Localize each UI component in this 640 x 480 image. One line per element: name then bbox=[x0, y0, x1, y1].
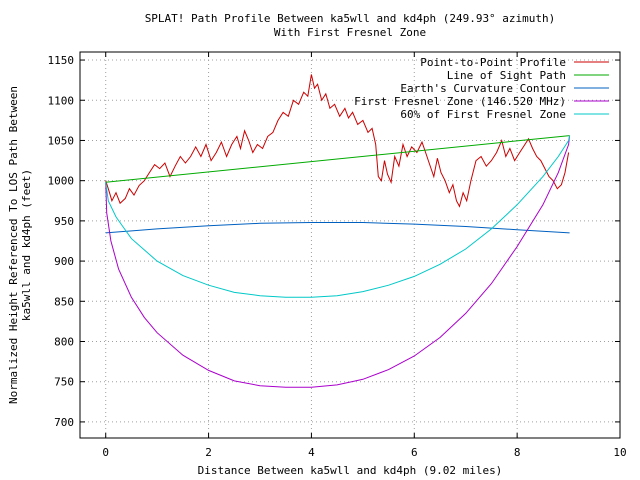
y-tick-label: 1000 bbox=[48, 175, 75, 188]
x-tick-label: 8 bbox=[514, 446, 521, 459]
y-tick-label: 1050 bbox=[48, 134, 75, 147]
x-tick-label: 4 bbox=[308, 446, 315, 459]
series-line-of-sight-path bbox=[105, 135, 570, 183]
series-60-of-first-fresnel-zone bbox=[105, 135, 571, 298]
chart-title: SPLAT! Path Profile Between ka5wll and k… bbox=[145, 12, 556, 25]
y-tick-label: 1100 bbox=[48, 94, 75, 107]
legend-label: Earth's Curvature Contour bbox=[400, 82, 566, 95]
y-axis-label-line-1: Normalized Height Referenced To LOS Path… bbox=[7, 86, 20, 404]
x-tick-label: 0 bbox=[102, 446, 109, 459]
x-tick-label: 6 bbox=[411, 446, 418, 459]
y-tick-label: 1150 bbox=[48, 54, 75, 67]
axis-ticks: 0 2 4 6 8 10 700 750 800 850 900 950 1000 1050 1100 115… bbox=[48, 52, 627, 459]
chart-subtitle: With First Fresnel Zone bbox=[274, 26, 426, 39]
y-tick-label: 750 bbox=[54, 376, 74, 389]
series-point-to-point-profile bbox=[105, 74, 570, 208]
series-earth-s-curvature-contour bbox=[105, 222, 570, 234]
y-axis-label-line-2: ka5wll and kd4ph (feet) bbox=[20, 169, 33, 321]
x-tick-label: 2 bbox=[205, 446, 212, 459]
y-tick-label: 850 bbox=[54, 295, 74, 308]
y-tick-label: 700 bbox=[54, 416, 74, 429]
plot-frame bbox=[79, 51, 621, 439]
legend-label: 60% of First Fresnel Zone bbox=[400, 108, 566, 121]
x-tick-label: 10 bbox=[613, 446, 626, 459]
legend-label: Point-to-Point Profile bbox=[420, 56, 566, 69]
series-first-fresnel-zone-146-520-mhz bbox=[105, 135, 571, 388]
legend-label: First Fresnel Zone (146.520 MHz) bbox=[354, 95, 566, 108]
x-axis-label: Distance Between ka5wll and kd4ph (9.02 … bbox=[198, 464, 503, 477]
y-tick-label: 800 bbox=[54, 336, 74, 349]
legend-label: Line of Sight Path bbox=[447, 69, 566, 82]
y-tick-label: 900 bbox=[54, 255, 74, 268]
y-tick-label: 950 bbox=[54, 215, 74, 228]
plot-series bbox=[105, 74, 571, 388]
y-axis-label: Normalized Height Referenced To LOS Path… bbox=[7, 86, 33, 404]
